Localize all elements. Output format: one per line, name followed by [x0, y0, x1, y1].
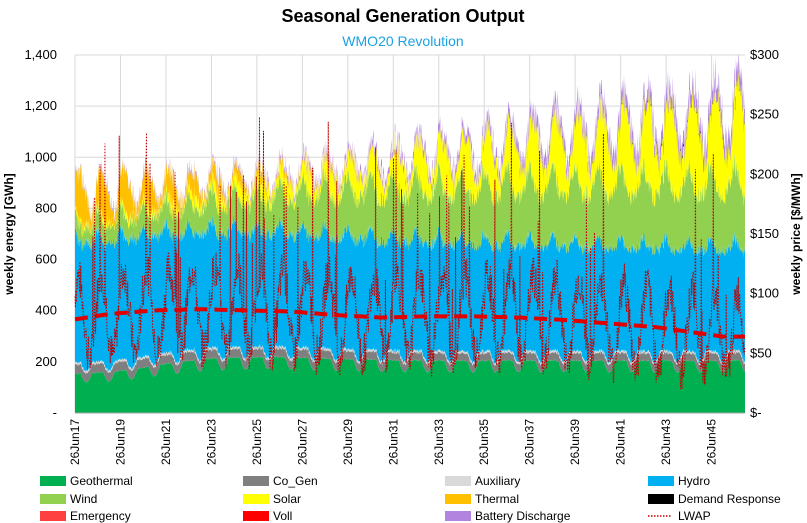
- y-tick-label: 200: [35, 354, 57, 369]
- x-tick-label: 26Jun35: [477, 419, 491, 465]
- x-tick-label: 26Jun37: [523, 419, 537, 465]
- y-tick-label: 400: [35, 303, 57, 318]
- y2-tick-label: $200: [750, 166, 779, 181]
- x-tick-label: 26Jun19: [113, 419, 127, 465]
- y2-axis-label: weekly price [$/MWh]: [789, 173, 803, 295]
- y-tick-label: 1,000: [24, 149, 57, 164]
- legend-label-hydro: Hydro: [678, 474, 710, 488]
- legend-label-thermal: Thermal: [475, 492, 519, 506]
- legend-swatch-voll: [243, 511, 269, 521]
- area-solar: [75, 71, 745, 237]
- legend-label-voll: Voll: [273, 509, 292, 523]
- area-battery-discharge: [75, 53, 745, 227]
- legend-swatch-geothermal: [40, 476, 66, 486]
- legend-swatch-wind: [40, 494, 66, 504]
- x-tick-label: 26Jun43: [659, 419, 673, 465]
- series-lwap: [74, 117, 746, 390]
- chart-title: Seasonal Generation Output: [281, 6, 524, 26]
- legend-swatch-battery-discharge: [445, 511, 471, 521]
- legend-swatch-auxiliary: [445, 476, 471, 486]
- legend: Geothermal Co_Gen Auxiliary Hydro Wind Solar T…: [40, 474, 781, 523]
- legend-swatch-thermal: [445, 494, 471, 504]
- legend-label-emergency: Emergency: [70, 509, 131, 523]
- y2-tick-label: $100: [750, 286, 779, 301]
- x-tick-label: 26Jun31: [386, 419, 400, 465]
- legend-swatch-demand-response: [648, 494, 674, 504]
- lwap-series: [74, 117, 746, 390]
- x-tick-label: 26Jun33: [432, 419, 446, 465]
- y2-tick-label: $250: [750, 107, 779, 122]
- legend-label-lwap: LWAP: [678, 509, 711, 523]
- legend-swatch-hydro: [648, 476, 674, 486]
- y2-tick-label: $300: [750, 47, 779, 62]
- x-tick-label: 26Jun21: [159, 419, 173, 465]
- x-tick-label: 26Jun25: [250, 419, 264, 465]
- y2-tick-label: $-: [750, 405, 762, 420]
- x-tick-label: 26Jun23: [204, 419, 218, 465]
- legend-label-geothermal: Geothermal: [70, 474, 133, 488]
- x-tick-label: 26Jun45: [705, 419, 719, 465]
- legend-swatch-solar: [243, 494, 269, 504]
- stacked-areas: [75, 53, 745, 413]
- legend-label-co-gen: Co_Gen: [273, 474, 318, 488]
- area-wind: [75, 154, 745, 258]
- x-tick-label: 26Jun17: [68, 419, 82, 465]
- y2-tick-label: $50: [750, 345, 772, 360]
- chart-subtitle: WMO20 Revolution: [342, 33, 463, 49]
- y2-tick-label: $150: [750, 226, 779, 241]
- x-tick-label: 26Jun39: [568, 419, 582, 465]
- x-tick-label: 26Jun27: [295, 419, 309, 465]
- legend-swatch-co-gen: [243, 476, 269, 486]
- area-geothermal: [75, 355, 745, 413]
- legend-swatch-emergency: [40, 511, 66, 521]
- y-tick-label: 1,200: [24, 98, 57, 113]
- axes: - 200 400 600 800 1,000 1,200 1,400 $- $50 $100 $15…: [24, 47, 778, 465]
- area-co-gen: [75, 346, 745, 383]
- area-hydro: [75, 214, 745, 373]
- lwap-trend-line: [74, 307, 745, 339]
- legend-label-demand-response: Demand Response: [678, 492, 781, 506]
- legend-label-solar: Solar: [273, 492, 301, 506]
- x-tick-label: 26Jun29: [341, 419, 355, 465]
- y-tick-label: 800: [35, 200, 57, 215]
- legend-label-battery-discharge: Battery Discharge: [475, 509, 571, 523]
- legend-label-wind: Wind: [70, 492, 97, 506]
- y-tick-label: 1,400: [24, 47, 57, 62]
- y-tick-label: 600: [35, 252, 57, 267]
- x-tick-label: 26Jun41: [614, 419, 628, 465]
- y-axis-label: weekly energy [GWh]: [2, 173, 16, 295]
- y-tick-label: -: [53, 405, 57, 420]
- legend-label-auxiliary: Auxiliary: [475, 474, 520, 488]
